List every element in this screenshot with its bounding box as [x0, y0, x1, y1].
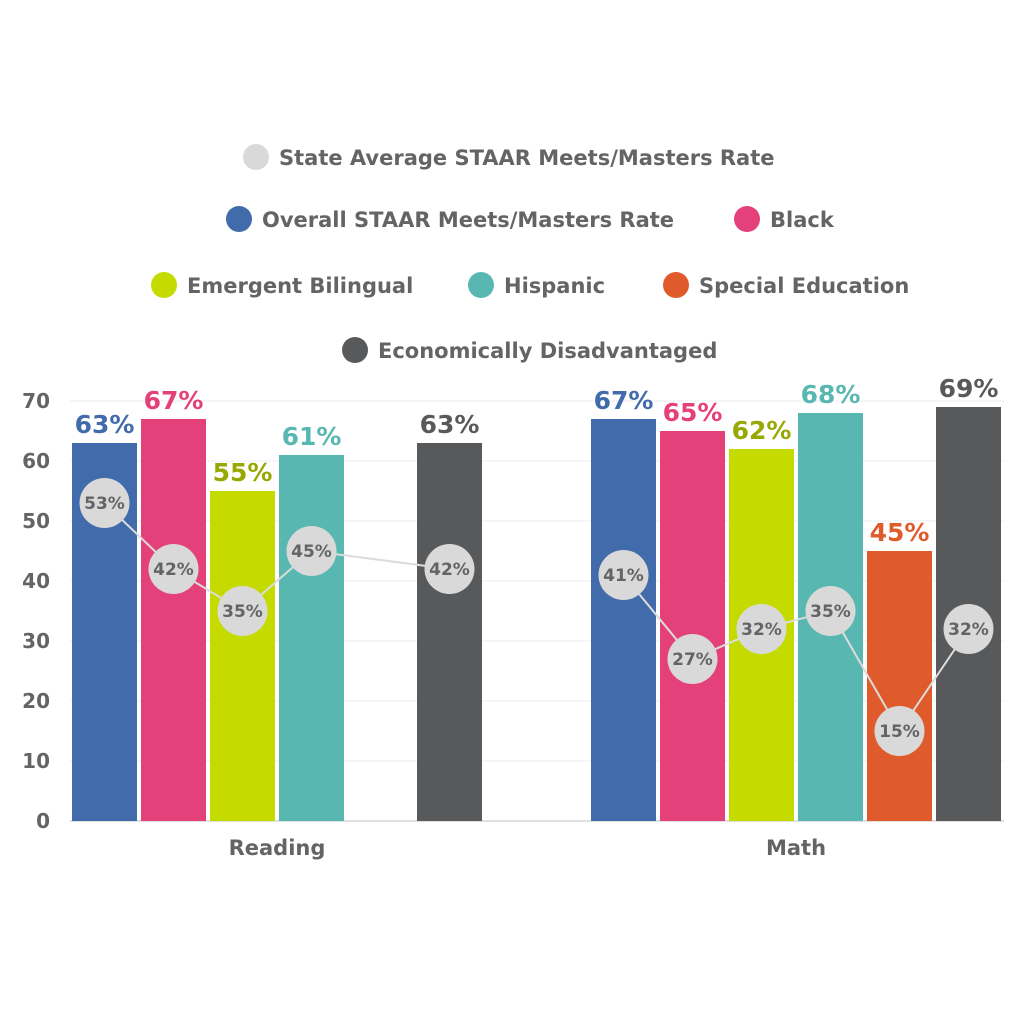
state-average-label-math-economically-disadvantaged: 32% — [948, 620, 989, 640]
bar-label-reading-emergent-bilingual: 55% — [213, 458, 273, 487]
legend-item-hispanic: Hispanic — [468, 272, 605, 298]
state-average-point-reading-black — [148, 544, 199, 594]
bar-label-math-hispanic: 68% — [801, 380, 861, 409]
legend-swatch-special-education — [663, 272, 689, 298]
legend-swatch-state-average-staar-meets-masters-rate — [243, 144, 269, 170]
legend-item-black: Black — [734, 206, 835, 232]
bar-label-reading-hispanic: 61% — [282, 422, 342, 451]
state-average-point-reading-economically-disadvantaged — [424, 544, 475, 594]
state-average-label-math-special-education: 15% — [879, 722, 920, 742]
state-average-point-math-emergent-bilingual — [736, 604, 787, 654]
bars — [72, 407, 1001, 821]
bar-label-reading-overall-staar-meets-masters-rate: 63% — [75, 410, 135, 439]
y-tick-label-40: 40 — [22, 569, 50, 593]
state-average-label-reading-black: 42% — [153, 560, 194, 580]
bar-reading-hispanic — [279, 455, 344, 821]
y-tick-label-60: 60 — [22, 449, 50, 473]
state-average-point-math-black — [667, 634, 718, 684]
category-label-reading: Reading — [229, 836, 326, 860]
bar-label-math-economically-disadvantaged: 69% — [939, 374, 999, 403]
bar-math-special-education — [867, 551, 932, 821]
bar-label-math-black: 65% — [663, 398, 723, 427]
legend-label-state-average-staar-meets-masters-rate: State Average STAAR Meets/Masters Rate — [279, 146, 775, 170]
state-average-label-math-black: 27% — [672, 650, 713, 670]
bar-reading-black — [141, 419, 206, 821]
legend-label-hispanic: Hispanic — [504, 274, 605, 298]
state-average-label-reading-hispanic: 45% — [291, 542, 332, 562]
state-average-label-reading-economically-disadvantaged: 42% — [429, 560, 470, 580]
state-average-point-reading-overall-staar-meets-masters-rate — [79, 478, 130, 528]
state-average-point-reading-emergent-bilingual — [217, 586, 268, 636]
state-average-point-math-hispanic — [805, 586, 856, 636]
bar-reading-emergent-bilingual — [210, 491, 275, 821]
bar-label-math-emergent-bilingual: 62% — [732, 416, 792, 445]
y-tick-label-10: 10 — [22, 749, 50, 773]
y-tick-label-70: 70 — [22, 389, 50, 413]
category-label-math: Math — [766, 836, 826, 860]
labels: 63% 67% 55% 61% 63% 67% 65% 62% 68% 45% 69% — [75, 374, 999, 547]
legend-label-economically-disadvantaged: Economically Disadvantaged — [378, 339, 717, 363]
bar-math-black — [660, 431, 725, 821]
bar-label-reading-black: 67% — [144, 386, 204, 415]
state-average-point-reading-hispanic — [286, 526, 337, 576]
legend-swatch-economically-disadvantaged — [342, 337, 368, 363]
legend-label-black: Black — [770, 208, 835, 232]
legend-item-state-average-staar-meets-masters-rate: State Average STAAR Meets/Masters Rate — [243, 144, 775, 170]
state-average-lines: 53% 42% 35% 45% 42% 41% 27% 32% 35% 15% 32% — [79, 478, 994, 756]
legend-item-special-education: Special Education — [663, 272, 909, 298]
state-average-label-reading-overall-staar-meets-masters-rate: 53% — [84, 494, 125, 514]
state-average-point-math-special-education — [874, 706, 925, 756]
state-average-label-reading-emergent-bilingual: 35% — [222, 602, 263, 622]
state-average-point-math-economically-disadvantaged — [943, 604, 994, 654]
legend-swatch-hispanic — [468, 272, 494, 298]
y-tick-label-20: 20 — [22, 689, 50, 713]
y-axis: 0 10 20 30 40 50 60 70 Reading Math — [22, 389, 826, 860]
bar-reading-economically-disadvantaged — [417, 443, 482, 821]
state-average-label-math-emergent-bilingual: 32% — [741, 620, 782, 640]
legend-item-economically-disadvantaged: Economically Disadvantaged — [342, 337, 717, 363]
legend-swatch-emergent-bilingual — [151, 272, 177, 298]
state-average-label-math-hispanic: 35% — [810, 602, 851, 622]
legend-label-emergent-bilingual: Emergent Bilingual — [187, 274, 413, 298]
bar-label-math-special-education: 45% — [870, 518, 930, 547]
y-tick-label-0: 0 — [36, 809, 50, 833]
legend-swatch-overall-staar-meets-masters-rate — [226, 206, 252, 232]
y-tick-label-50: 50 — [22, 509, 50, 533]
legend-label-special-education: Special Education — [699, 274, 909, 298]
legend-item-overall-staar-meets-masters-rate: Overall STAAR Meets/Masters Rate — [226, 206, 674, 232]
legend: State Average STAAR Meets/Masters Rate Ov… — [151, 144, 909, 363]
bar-label-math-overall-staar-meets-masters-rate: 67% — [594, 386, 654, 415]
state-average-label-math-overall-staar-meets-masters-rate: 41% — [603, 566, 644, 586]
legend-label-overall-staar-meets-masters-rate: Overall STAAR Meets/Masters Rate — [262, 208, 674, 232]
state-average-point-math-overall-staar-meets-masters-rate — [598, 550, 649, 600]
y-tick-label-30: 30 — [22, 629, 50, 653]
legend-swatch-black — [734, 206, 760, 232]
legend-item-emergent-bilingual: Emergent Bilingual — [151, 272, 413, 298]
bar-math-overall-staar-meets-masters-rate — [591, 419, 656, 821]
bar-label-reading-economically-disadvantaged: 63% — [420, 410, 480, 439]
